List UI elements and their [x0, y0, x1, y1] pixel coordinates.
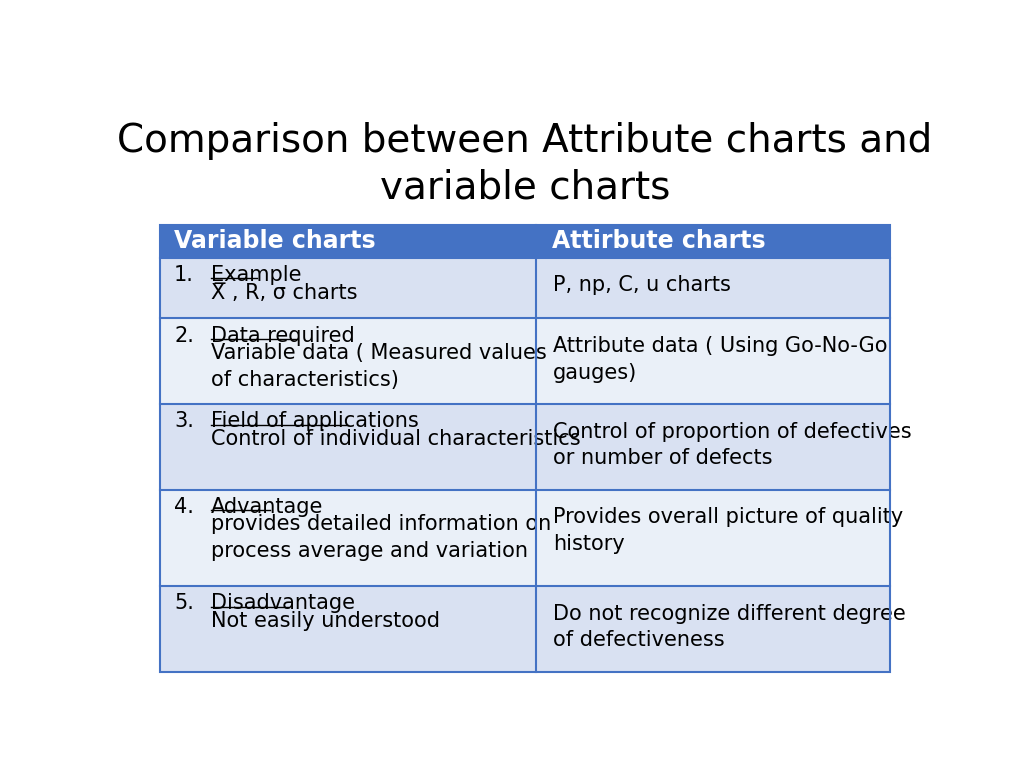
Text: Field of applications: Field of applications: [211, 411, 419, 431]
Bar: [536, 489, 890, 586]
Bar: [160, 225, 890, 672]
Text: Control of individual characteristics: Control of individual characteristics: [211, 429, 581, 449]
Text: provides detailed information on
process average and variation: provides detailed information on process…: [211, 515, 552, 561]
Text: Attribute data ( Using Go-No-Go
gauges): Attribute data ( Using Go-No-Go gauges): [553, 336, 888, 382]
Bar: [160, 225, 536, 258]
Bar: [536, 404, 890, 489]
Text: Disadvantage: Disadvantage: [211, 593, 355, 613]
Bar: [160, 404, 536, 489]
Text: 4.: 4.: [174, 497, 194, 517]
Bar: [160, 489, 536, 586]
Text: 3.: 3.: [174, 411, 194, 431]
Bar: [536, 225, 890, 258]
Text: Example: Example: [211, 265, 302, 285]
Text: Variable charts: Variable charts: [174, 230, 376, 253]
Text: 1.: 1.: [174, 265, 194, 285]
Bar: [536, 586, 890, 672]
Text: X̅ , R, σ charts: X̅ , R, σ charts: [211, 283, 357, 303]
Text: Not easily understood: Not easily understood: [211, 611, 440, 631]
Text: Advantage: Advantage: [211, 497, 324, 517]
Text: Data required: Data required: [211, 326, 355, 346]
Text: Provides overall picture of quality
history: Provides overall picture of quality hist…: [553, 508, 903, 554]
Bar: [160, 319, 536, 404]
Bar: [536, 319, 890, 404]
Text: Control of proportion of defectives
or number of defects: Control of proportion of defectives or n…: [553, 422, 911, 468]
Text: Do not recognize different degree
of defectiveness: Do not recognize different degree of def…: [553, 604, 906, 650]
Text: P, np, C, u charts: P, np, C, u charts: [553, 276, 731, 296]
Text: Variable data ( Measured values
of characteristics): Variable data ( Measured values of chara…: [211, 343, 547, 389]
Bar: [160, 258, 536, 319]
Text: 5.: 5.: [174, 593, 194, 613]
Bar: [160, 586, 536, 672]
Text: Attirbute charts: Attirbute charts: [552, 230, 765, 253]
Bar: [536, 258, 890, 319]
Text: Comparison between Attribute charts and
variable charts: Comparison between Attribute charts and …: [117, 121, 933, 207]
Text: 2.: 2.: [174, 326, 194, 346]
